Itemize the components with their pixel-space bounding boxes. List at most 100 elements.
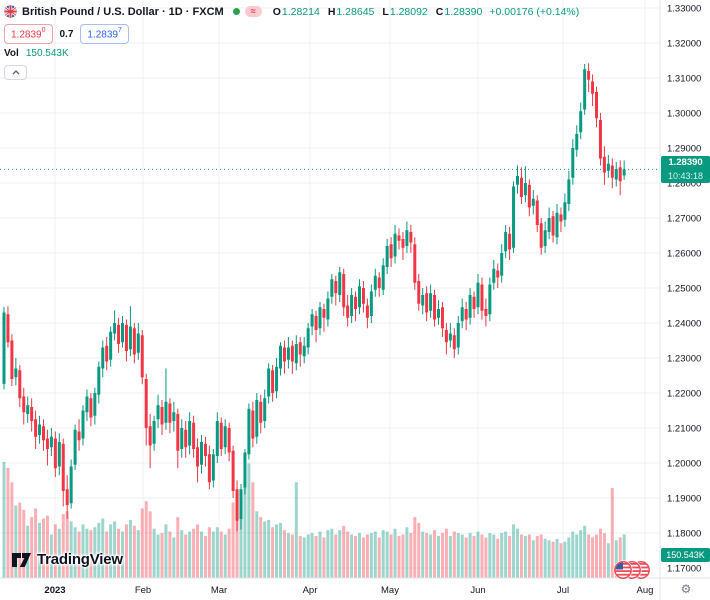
volume-bar <box>282 530 286 578</box>
candle-body <box>421 295 425 306</box>
volume-bar <box>523 535 527 578</box>
price-axis[interactable]: 1.33000 1.32000 1.31000 1.30000 1.29000 1.280… <box>667 4 701 575</box>
candle-body <box>539 223 543 248</box>
candle-body <box>196 447 200 467</box>
candle-body <box>527 184 531 208</box>
candle-body <box>519 177 523 197</box>
candle-body <box>271 370 275 393</box>
candle-body <box>405 230 409 246</box>
volume-bar <box>42 518 45 578</box>
volume-bar <box>235 493 239 578</box>
volume-bar <box>476 531 480 578</box>
candle-body <box>77 431 81 441</box>
volume-bar <box>203 535 207 578</box>
candle-body <box>247 408 251 455</box>
candle-body <box>223 426 227 448</box>
candle-body <box>93 393 97 416</box>
volume-indicator-label: Vol <box>4 47 19 59</box>
candle-body <box>622 169 626 176</box>
volume-bar <box>160 533 164 578</box>
economic-events-flags-icon[interactable] <box>612 557 654 584</box>
volume-bar <box>579 530 583 578</box>
volume-bar <box>350 534 354 578</box>
volume-bar <box>69 521 73 578</box>
buy-ask-button[interactable]: 1.28397 <box>80 24 129 44</box>
volume-bar <box>322 537 326 578</box>
volume-bar <box>279 522 282 578</box>
volume-bar <box>121 531 124 578</box>
volume-bar <box>53 524 57 578</box>
candle-body <box>555 212 559 238</box>
volume-bar <box>10 482 14 578</box>
volume-bar <box>587 534 591 578</box>
candle-body <box>18 370 22 399</box>
volume-bar <box>77 531 81 578</box>
candle-body <box>602 156 606 173</box>
candle-body <box>448 333 452 341</box>
volume-bar <box>409 533 413 578</box>
open-value: 1.28214 <box>281 5 320 18</box>
price-tick-label: 1.20000 <box>667 459 701 470</box>
price-tick-label: 1.24000 <box>667 319 701 330</box>
volume-bar <box>231 502 235 578</box>
candle-body <box>326 298 330 320</box>
time-axis[interactable]: 2023 Feb Mar Apr May Jun Jul Aug <box>44 585 653 596</box>
symbol-title[interactable]: British Pound / U.S. Dollar · 1D · FXCM <box>22 5 224 18</box>
candle-body <box>452 335 456 350</box>
volume-bar <box>200 531 203 578</box>
volume-bar <box>393 528 397 578</box>
price-tick-label: 1.26000 <box>667 249 701 260</box>
candle-body <box>215 421 219 456</box>
volume-bar <box>18 502 22 578</box>
tradingview-logo[interactable]: TradingView <box>12 551 123 568</box>
legend-collapse-button[interactable] <box>4 65 27 80</box>
time-axis-settings-gear-icon[interactable]: ⚙ <box>680 582 692 596</box>
volume-bar <box>358 533 361 578</box>
candle-body <box>109 331 113 360</box>
tradingview-logo-icon <box>12 552 31 567</box>
candle-body <box>53 438 57 469</box>
volume-bar <box>417 522 421 578</box>
volume-bar <box>306 534 310 578</box>
volume-bar <box>563 541 567 578</box>
volume-bar <box>188 531 192 578</box>
candle-body <box>42 426 45 441</box>
volume-bar <box>57 528 61 578</box>
candle-body <box>164 401 168 423</box>
volume-bar <box>472 535 476 578</box>
candle-body <box>563 202 567 220</box>
volume-bar <box>492 534 496 578</box>
candle-body <box>440 307 444 329</box>
volume-bar <box>117 528 121 578</box>
candle-body <box>132 328 136 355</box>
candle-body <box>535 200 539 225</box>
candle-body <box>124 324 128 351</box>
candle-body <box>476 282 480 308</box>
volume-bar <box>575 534 579 578</box>
sell-bid-button[interactable]: 1.28390 <box>4 24 53 44</box>
volume-bar <box>207 527 211 578</box>
change-value: +0.00176 (+0.14%) <box>489 5 580 18</box>
candle-body <box>508 233 512 250</box>
time-tick-label: Feb <box>135 585 151 596</box>
volume-bar <box>259 517 263 578</box>
time-tick-label: May <box>381 585 399 596</box>
candle-body <box>334 281 338 294</box>
candle-body <box>338 272 342 295</box>
volume-bar <box>598 528 602 578</box>
market-status-dot-icon <box>232 8 240 15</box>
volume-bar <box>429 534 433 578</box>
volume-bar <box>156 534 160 578</box>
volume-bar <box>128 520 132 578</box>
volume-bar <box>101 518 105 578</box>
time-tick-label: 2023 <box>44 585 65 596</box>
candle-body <box>172 412 176 421</box>
candle-body <box>369 291 373 316</box>
candle-body <box>397 235 401 241</box>
volume-bar <box>425 533 429 578</box>
candle-body <box>377 277 381 288</box>
volume-bar <box>381 530 385 578</box>
candle-body <box>318 307 322 329</box>
volume-bar <box>516 528 519 578</box>
